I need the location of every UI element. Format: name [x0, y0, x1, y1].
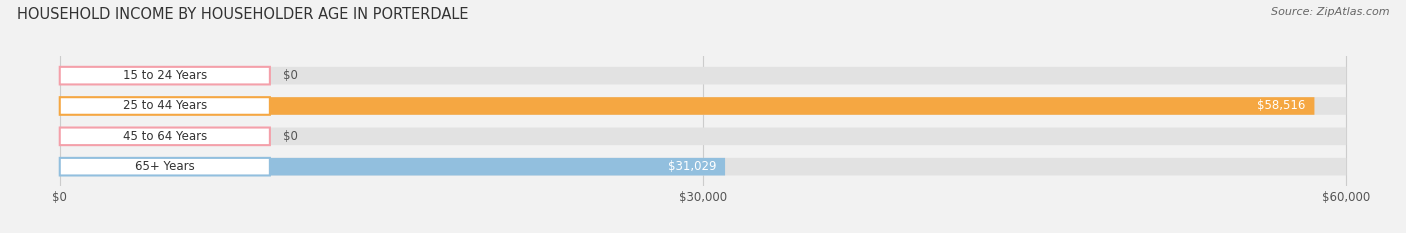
Text: 65+ Years: 65+ Years: [135, 160, 194, 173]
FancyBboxPatch shape: [59, 158, 725, 175]
FancyBboxPatch shape: [59, 127, 1347, 145]
FancyBboxPatch shape: [59, 97, 1315, 115]
Text: $31,029: $31,029: [668, 160, 717, 173]
FancyBboxPatch shape: [59, 127, 77, 145]
Text: 15 to 24 Years: 15 to 24 Years: [122, 69, 207, 82]
FancyBboxPatch shape: [59, 67, 1347, 84]
Text: $0: $0: [283, 130, 298, 143]
Text: $0: $0: [283, 69, 298, 82]
FancyBboxPatch shape: [59, 97, 1347, 115]
Text: $58,516: $58,516: [1257, 99, 1306, 113]
Text: 25 to 44 Years: 25 to 44 Years: [122, 99, 207, 113]
FancyBboxPatch shape: [59, 127, 270, 145]
Text: 45 to 64 Years: 45 to 64 Years: [122, 130, 207, 143]
FancyBboxPatch shape: [59, 158, 270, 175]
FancyBboxPatch shape: [59, 97, 270, 115]
FancyBboxPatch shape: [59, 67, 77, 84]
Text: HOUSEHOLD INCOME BY HOUSEHOLDER AGE IN PORTERDALE: HOUSEHOLD INCOME BY HOUSEHOLDER AGE IN P…: [17, 7, 468, 22]
Text: Source: ZipAtlas.com: Source: ZipAtlas.com: [1271, 7, 1389, 17]
FancyBboxPatch shape: [59, 67, 270, 84]
FancyBboxPatch shape: [59, 158, 1347, 175]
